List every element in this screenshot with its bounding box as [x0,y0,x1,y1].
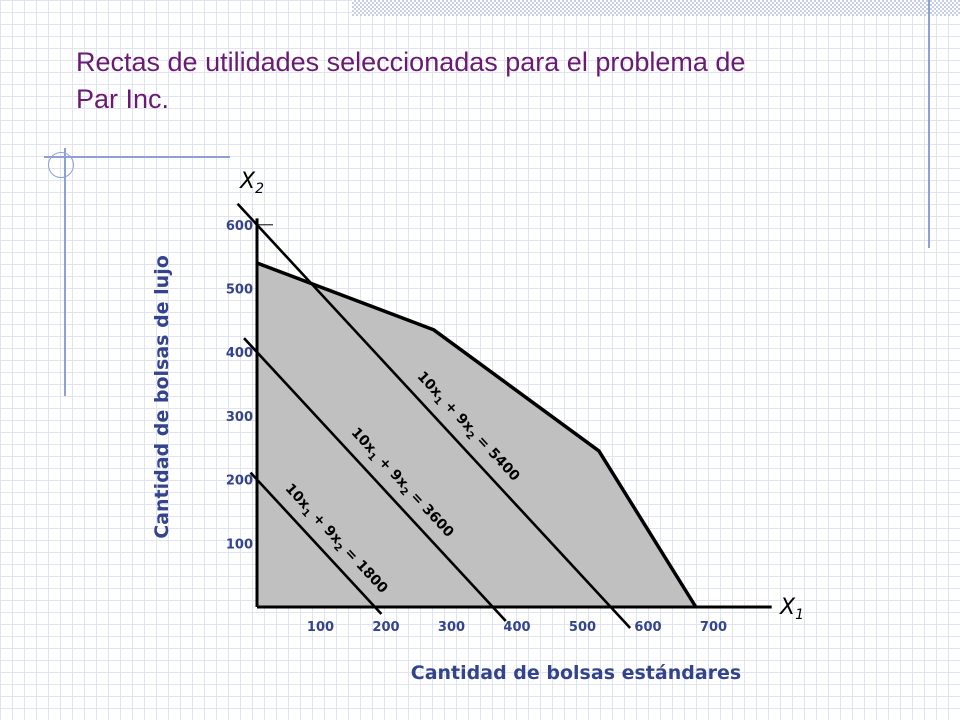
top-pattern-band [352,0,960,16]
feasible-region [257,263,696,607]
profit-line-3 [236,202,632,629]
x-axis-name-subscript: 1 [795,607,804,623]
y-axis-name-subscript: 2 [255,181,264,197]
y-axis-title: Cantidad de bolsas de lujo [151,255,173,539]
left-decorative-rule [64,148,66,396]
right-decorative-rule [928,0,930,248]
feasible-region-boundary [256,261,698,608]
x-tick-label: 100 [307,620,334,635]
profit-line-1 [249,471,383,615]
axes-layer [255,218,772,609]
x-axis-name-letter: X [779,595,796,620]
x-tick-label: 700 [700,620,727,635]
y-tick-label: 200 [226,474,253,489]
top-decorative-rule [44,156,230,158]
y-tick-label: 100 [226,537,253,552]
x-tick-label: 300 [438,620,465,635]
x-axis-name: X1 [779,595,804,623]
slide-title: Rectas de utilidades seleccionadas para … [76,47,746,114]
y-axis-name-letter: X [239,169,256,194]
y-axis-name: X2 [239,169,264,197]
y-tick-label: 400 [226,346,253,361]
y-tick-label: 600 [226,219,253,234]
x-tick-label: 400 [503,620,530,635]
x-tick-label: 500 [569,620,596,635]
ticks-layer: 100 200 300 400 500 600 100 200 300 400 500 600 700 [226,219,727,635]
corner-circle-ornament [48,152,74,178]
y-tick-label: 300 [226,410,253,425]
profit-line-2 [243,337,507,622]
x-axis-title: Cantidad de bolsas estándares [411,662,741,684]
y-tick-label: 500 [226,283,253,298]
feasible-region-layer [256,261,698,608]
profit-lines-layer [236,202,632,629]
x-tick-label: 600 [634,620,661,635]
x-tick-label: 200 [372,620,399,635]
